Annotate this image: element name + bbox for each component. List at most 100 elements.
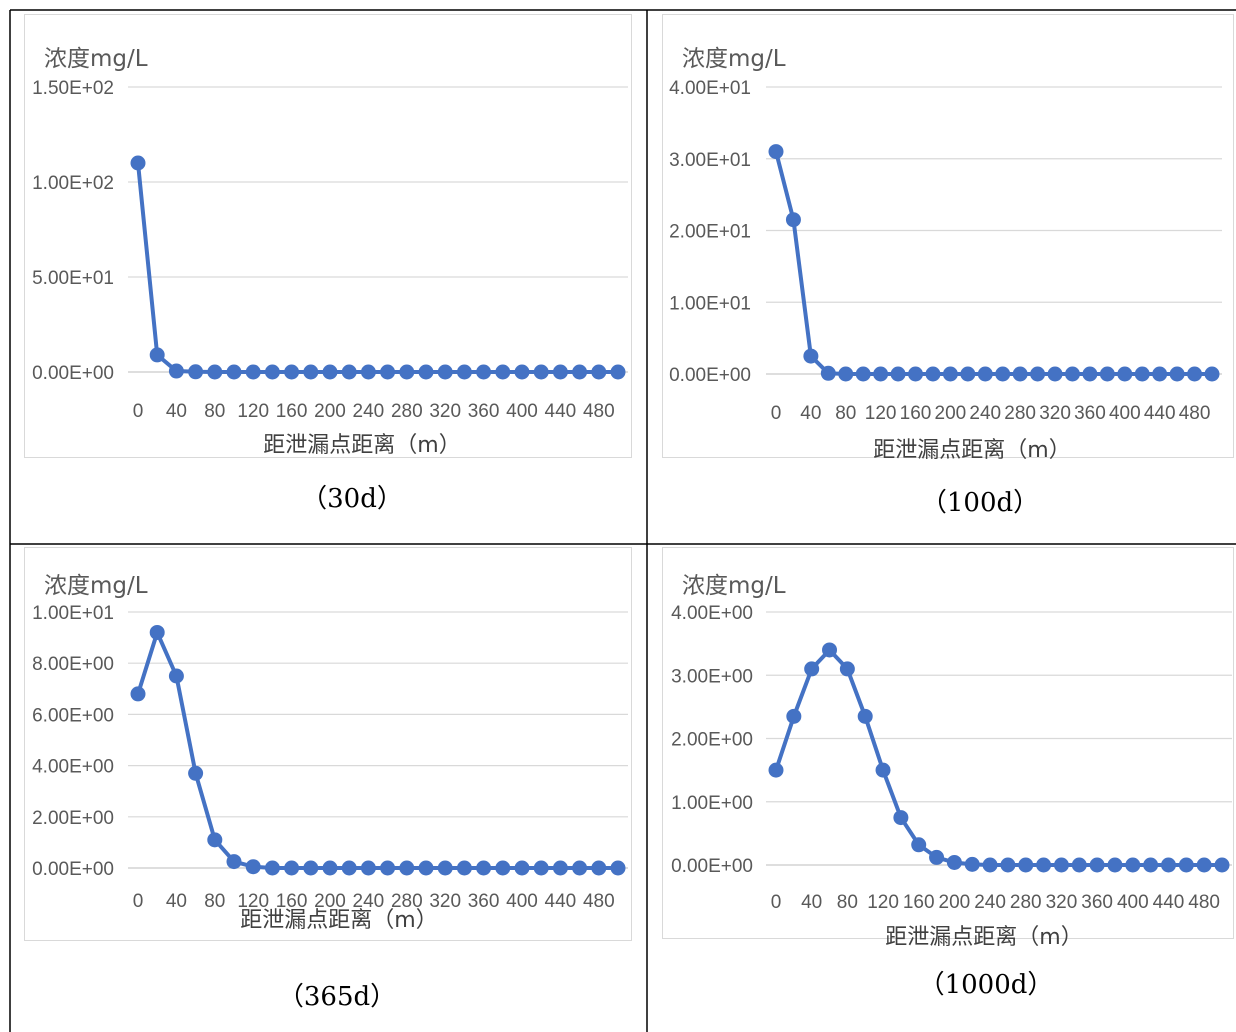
- data-point: [820, 365, 836, 381]
- y-axis-title: 浓度mg/L: [44, 46, 148, 72]
- data-point: [476, 364, 492, 380]
- x-tick-label: 80: [204, 891, 225, 912]
- x-tick-label: 280: [391, 401, 423, 422]
- data-point: [418, 364, 434, 380]
- chart-area-2: [662, 14, 1234, 458]
- y-tick-label: 1.50E+02: [32, 78, 114, 99]
- x-tick-label: 240: [969, 403, 1001, 424]
- data-point: [995, 366, 1011, 382]
- x-tick-label: 40: [801, 892, 822, 913]
- x-tick-label: 240: [974, 892, 1006, 913]
- data-point: [890, 366, 906, 382]
- data-point: [1134, 366, 1150, 382]
- data-point: [245, 364, 261, 380]
- data-point: [533, 364, 549, 380]
- data-point: [591, 364, 607, 380]
- data-point: [168, 668, 184, 684]
- data-point: [1187, 366, 1203, 382]
- x-tick-label: 440: [1153, 892, 1185, 913]
- x-tick-label: 360: [1081, 892, 1113, 913]
- data-point: [533, 860, 549, 876]
- data-point: [245, 859, 261, 875]
- data-point: [322, 860, 338, 876]
- data-point: [226, 854, 242, 870]
- data-point: [303, 860, 319, 876]
- y-tick-label: 2.00E+00: [32, 808, 114, 829]
- data-point: [188, 765, 204, 781]
- data-point: [822, 642, 838, 658]
- data-point: [360, 364, 376, 380]
- x-tick-label: 160: [276, 891, 308, 912]
- data-point: [380, 364, 396, 380]
- x-tick-label: 480: [583, 891, 615, 912]
- x-tick-label: 200: [935, 403, 967, 424]
- data-point: [803, 348, 819, 364]
- data-point: [130, 686, 146, 702]
- x-tick-label: 40: [800, 403, 821, 424]
- x-tick-label: 320: [1046, 892, 1078, 913]
- y-tick-label: 1.00E+00: [671, 793, 753, 814]
- x-tick-label: 320: [429, 891, 461, 912]
- y-tick-label: 4.00E+00: [671, 603, 753, 624]
- y-tick-label: 3.00E+00: [671, 666, 753, 687]
- data-point: [360, 860, 376, 876]
- x-axis-title: 距泄漏点距离（m）: [873, 438, 1070, 463]
- data-point: [476, 860, 492, 876]
- data-point: [495, 860, 511, 876]
- y-tick-label: 8.00E+00: [32, 654, 114, 675]
- y-tick-label: 0.00E+00: [671, 856, 753, 877]
- data-point: [188, 364, 204, 380]
- data-point: [929, 849, 945, 865]
- x-tick-label: 440: [1144, 403, 1176, 424]
- data-point: [495, 364, 511, 380]
- x-tick-label: 40: [166, 891, 187, 912]
- x-tick-label: 400: [1117, 892, 1149, 913]
- x-tick-label: 480: [583, 401, 615, 422]
- y-tick-label: 1.00E+01: [669, 293, 751, 314]
- y-tick-label: 4.00E+00: [32, 757, 114, 778]
- data-point: [1036, 857, 1052, 873]
- data-point: [456, 364, 472, 380]
- x-tick-label: 160: [276, 401, 308, 422]
- data-point: [322, 364, 338, 380]
- data-point: [911, 837, 927, 853]
- data-point: [437, 364, 453, 380]
- data-point: [893, 810, 909, 826]
- x-tick-label: 320: [1039, 403, 1071, 424]
- x-tick-label: 120: [865, 403, 897, 424]
- x-tick-label: 80: [204, 401, 225, 422]
- chart-caption: （1000d）: [918, 970, 1054, 1000]
- data-point: [610, 364, 626, 380]
- y-tick-label: 6.00E+00: [32, 705, 114, 726]
- data-point: [1099, 366, 1115, 382]
- x-tick-label: 0: [133, 891, 144, 912]
- data-point: [341, 860, 357, 876]
- data-point: [418, 860, 434, 876]
- data-point: [226, 364, 242, 380]
- y-axis-title: 浓度mg/L: [682, 573, 786, 599]
- data-point: [572, 860, 588, 876]
- x-axis-title: 距泄漏点距离（m）: [240, 908, 437, 933]
- data-point: [1000, 857, 1016, 873]
- y-tick-label: 0.00E+00: [32, 363, 114, 384]
- x-tick-label: 0: [771, 403, 782, 424]
- y-axis-title: 浓度mg/L: [44, 573, 148, 599]
- x-tick-label: 200: [314, 401, 346, 422]
- data-point: [572, 364, 588, 380]
- x-tick-label: 280: [1010, 892, 1042, 913]
- y-tick-label: 0.00E+00: [32, 859, 114, 880]
- data-point: [785, 212, 801, 228]
- data-point: [303, 364, 319, 380]
- data-point: [284, 860, 300, 876]
- data-point: [977, 366, 993, 382]
- y-tick-label: 0.00E+00: [669, 365, 751, 386]
- data-point: [514, 364, 530, 380]
- x-tick-label: 0: [133, 401, 144, 422]
- data-point: [960, 366, 976, 382]
- data-point: [1012, 366, 1028, 382]
- data-point: [1064, 366, 1080, 382]
